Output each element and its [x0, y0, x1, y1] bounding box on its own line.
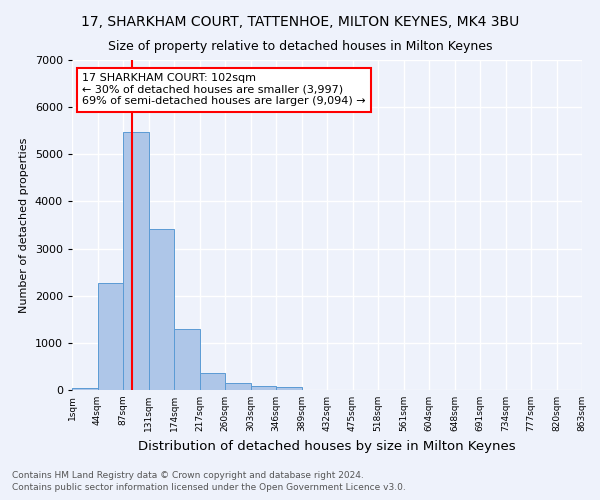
Text: Size of property relative to detached houses in Milton Keynes: Size of property relative to detached ho… [108, 40, 492, 53]
Bar [276, 387, 302, 390]
Bar [72, 388, 97, 390]
Bar [251, 386, 276, 390]
Text: 17, SHARKHAM COURT, TATTENHOE, MILTON KEYNES, MK4 3BU: 17, SHARKHAM COURT, TATTENHOE, MILTON KE… [81, 15, 519, 29]
Bar [149, 229, 174, 390]
Text: Contains public sector information licensed under the Open Government Licence v3: Contains public sector information licen… [12, 484, 406, 492]
Bar [97, 283, 123, 390]
Bar [199, 372, 225, 390]
Y-axis label: Number of detached properties: Number of detached properties [19, 138, 29, 312]
Bar [174, 329, 199, 390]
Text: 17 SHARKHAM COURT: 102sqm
← 30% of detached houses are smaller (3,997)
69% of se: 17 SHARKHAM COURT: 102sqm ← 30% of detac… [82, 73, 366, 106]
X-axis label: Distribution of detached houses by size in Milton Keynes: Distribution of detached houses by size … [138, 440, 516, 452]
Text: Contains HM Land Registry data © Crown copyright and database right 2024.: Contains HM Land Registry data © Crown c… [12, 471, 364, 480]
Bar [123, 132, 149, 390]
Bar [225, 383, 251, 390]
